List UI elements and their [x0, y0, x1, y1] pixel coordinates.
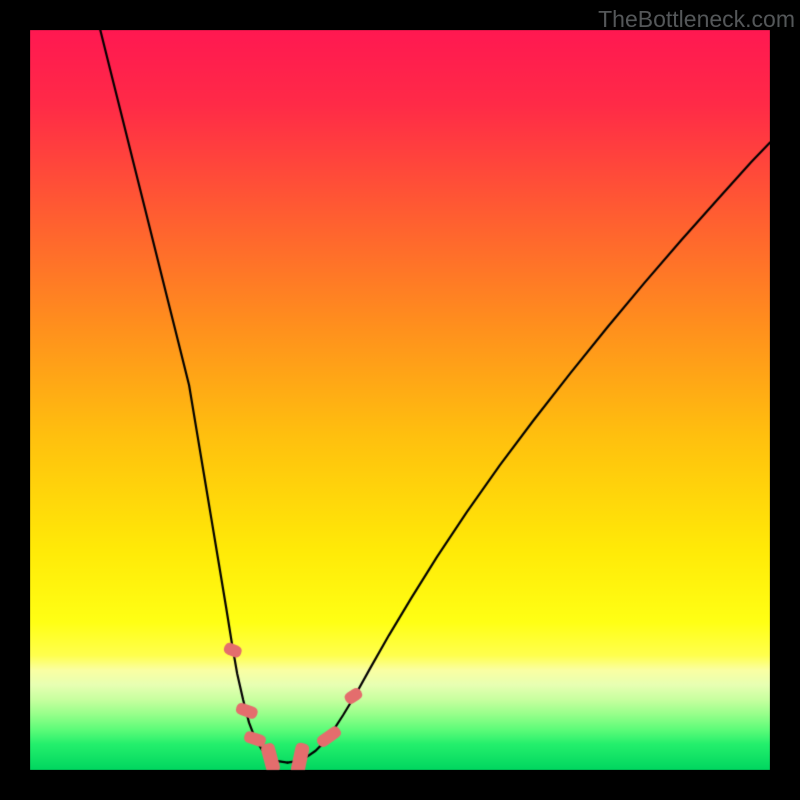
- watermark-label: TheBottleneck.com: [598, 6, 795, 33]
- chart-root: TheBottleneck.com: [0, 0, 800, 800]
- bottleneck-curve-canvas: [0, 0, 800, 800]
